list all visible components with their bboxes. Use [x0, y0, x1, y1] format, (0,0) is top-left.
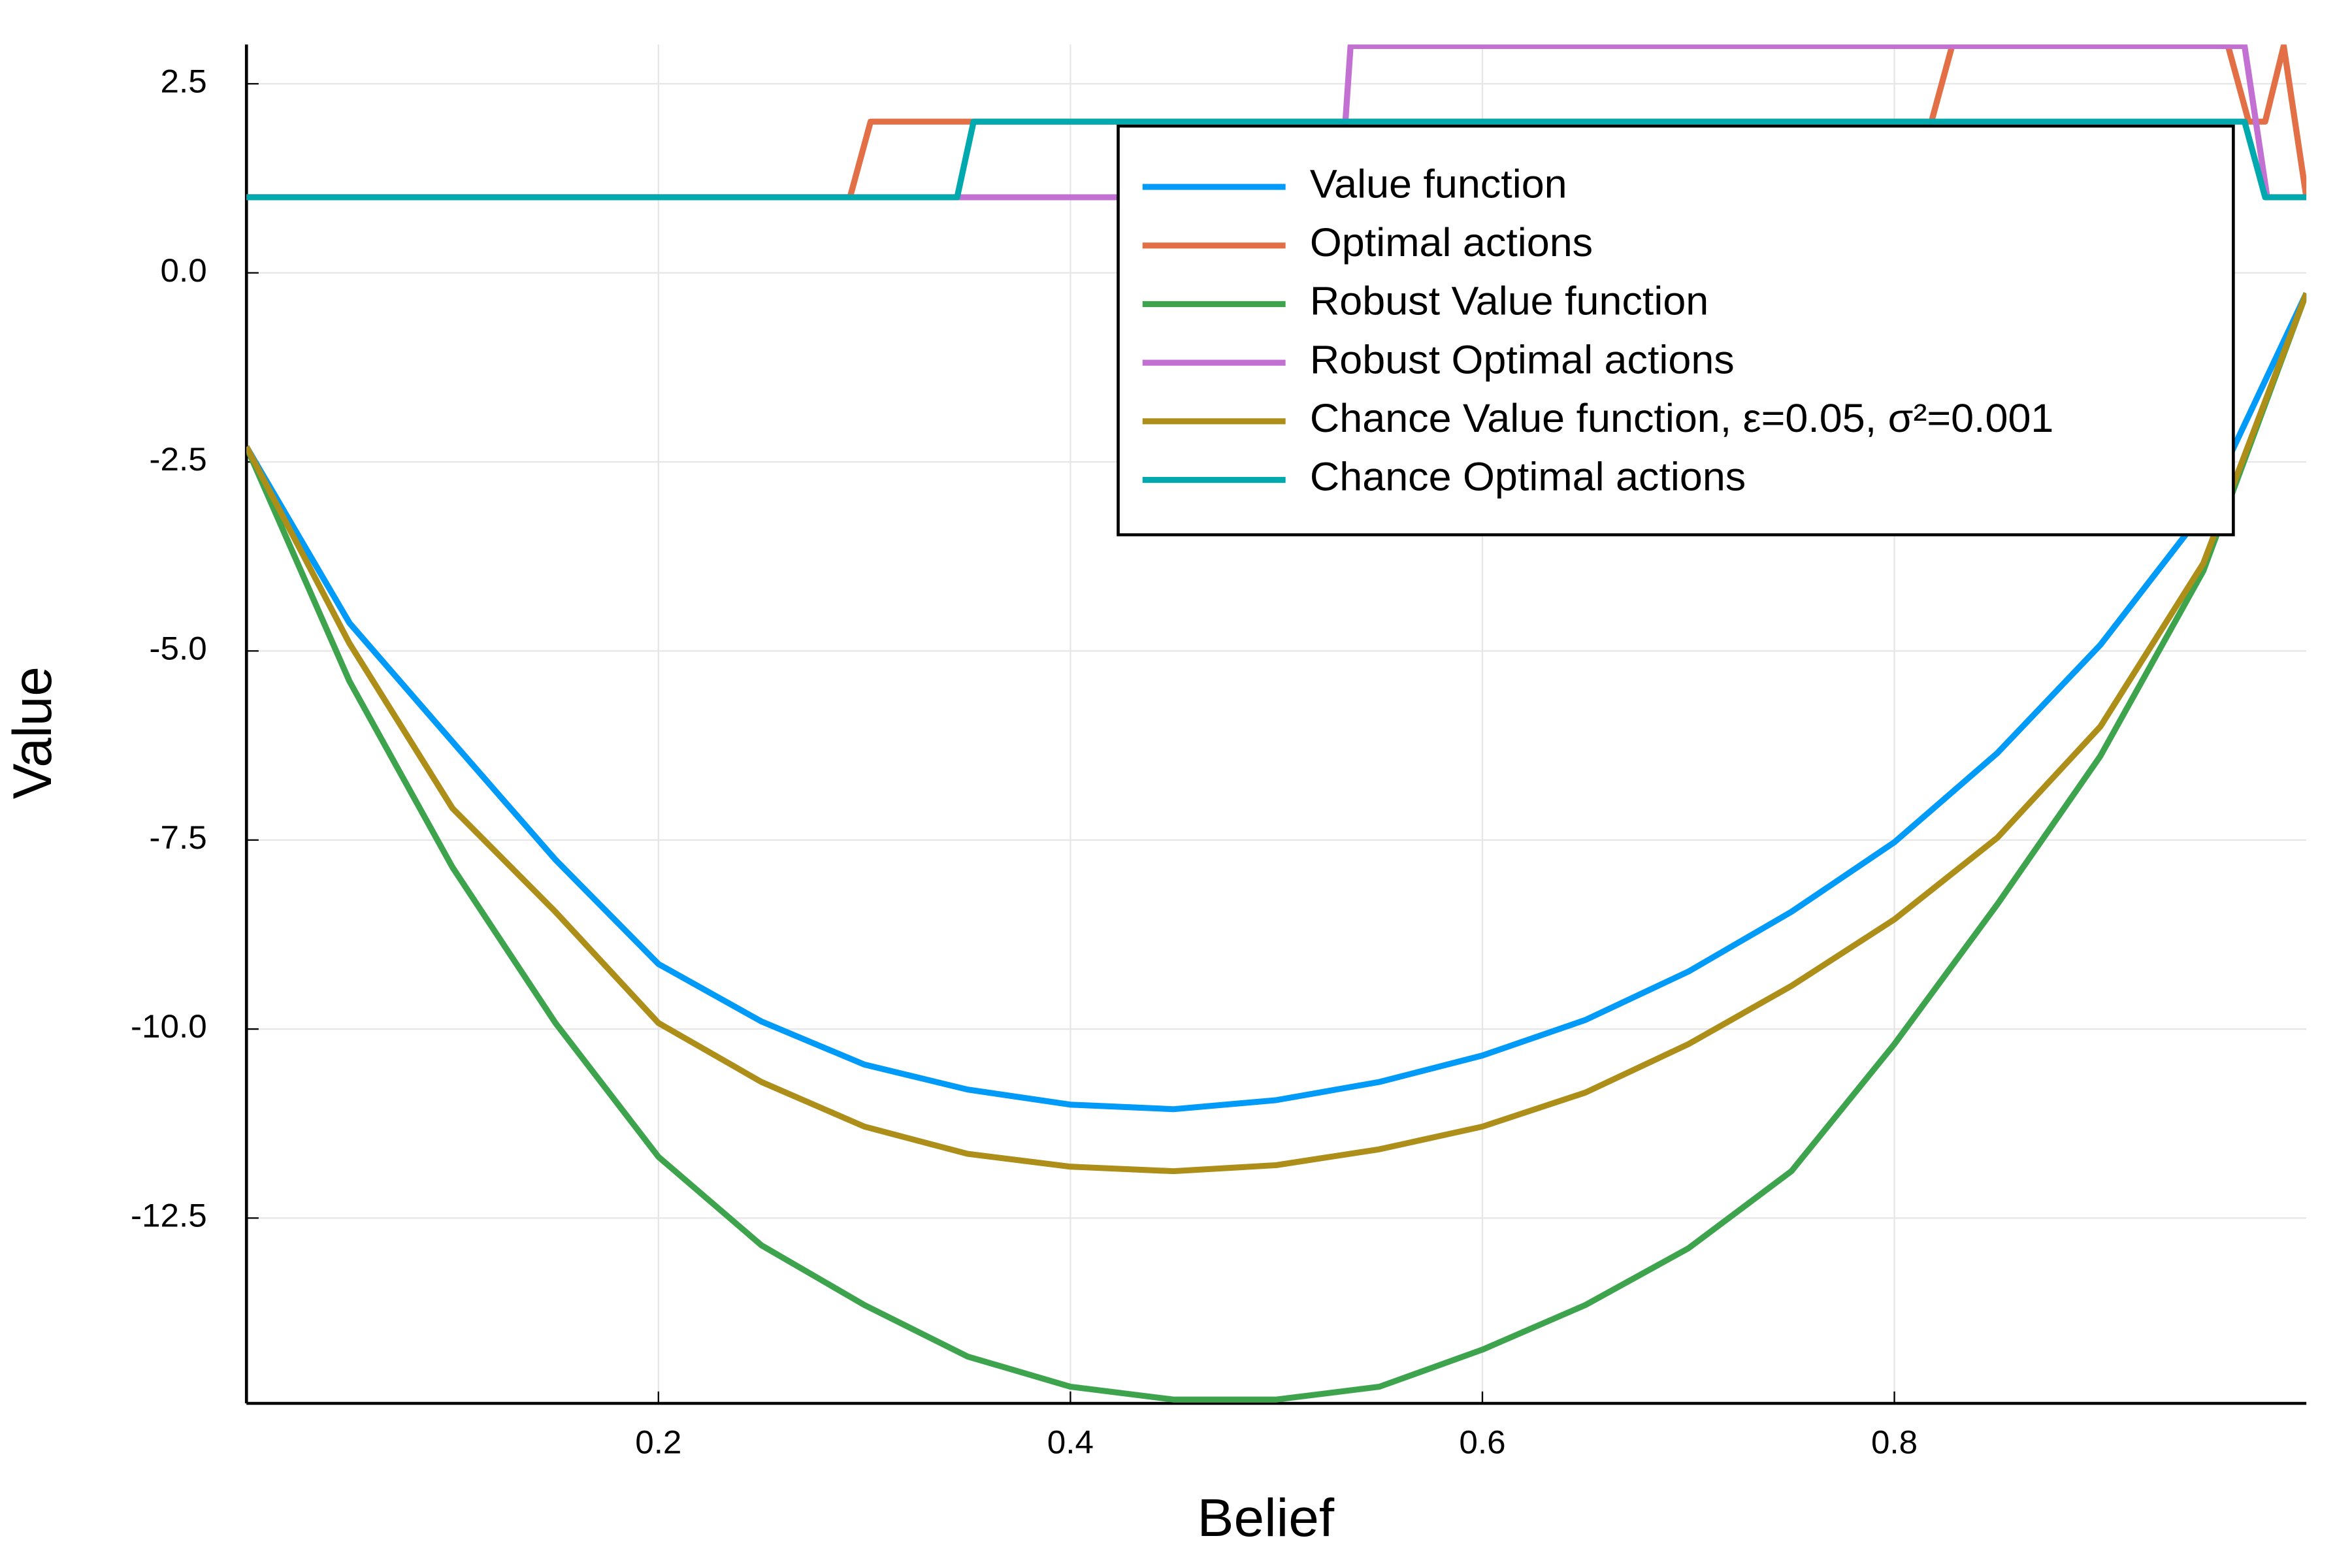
y-tick-label: -2.5	[149, 441, 206, 478]
y-tick-label: -7.5	[149, 819, 206, 855]
legend-box	[1117, 124, 2235, 536]
series-line	[246, 291, 2307, 1113]
legend-label: Value function	[1310, 162, 1567, 206]
y-tick-label: 2.5	[160, 63, 206, 99]
y-axis-label: Value	[1, 666, 63, 799]
y-tick-label: -5.0	[149, 630, 206, 666]
x-tick-label: 0.8	[1871, 1424, 1918, 1460]
legend-label: Robust Value function	[1310, 279, 1708, 323]
legend-label: Chance Optimal actions	[1310, 455, 1746, 499]
plot-area	[246, 44, 2307, 1403]
legend-label: Optimal actions	[1310, 221, 1593, 265]
series-line	[246, 292, 2307, 1175]
legend-label: Robust Optimal actions	[1310, 338, 1735, 382]
x-tick-label: 0.4	[1047, 1424, 1094, 1460]
y-tick-label: -10.0	[131, 1008, 207, 1045]
x-tick-label: 0.6	[1459, 1424, 1505, 1460]
y-tick-label: 0.0	[160, 252, 206, 288]
legend-label: Chance Value function, ε=0.05, σ²=0.001	[1310, 397, 2053, 441]
x-tick-label: 0.2	[635, 1424, 681, 1460]
series-line	[246, 292, 2307, 1403]
x-axis-label: Belief	[1198, 1488, 1335, 1548]
series-line	[246, 118, 2307, 201]
y-tick-label: -12.5	[131, 1197, 207, 1233]
